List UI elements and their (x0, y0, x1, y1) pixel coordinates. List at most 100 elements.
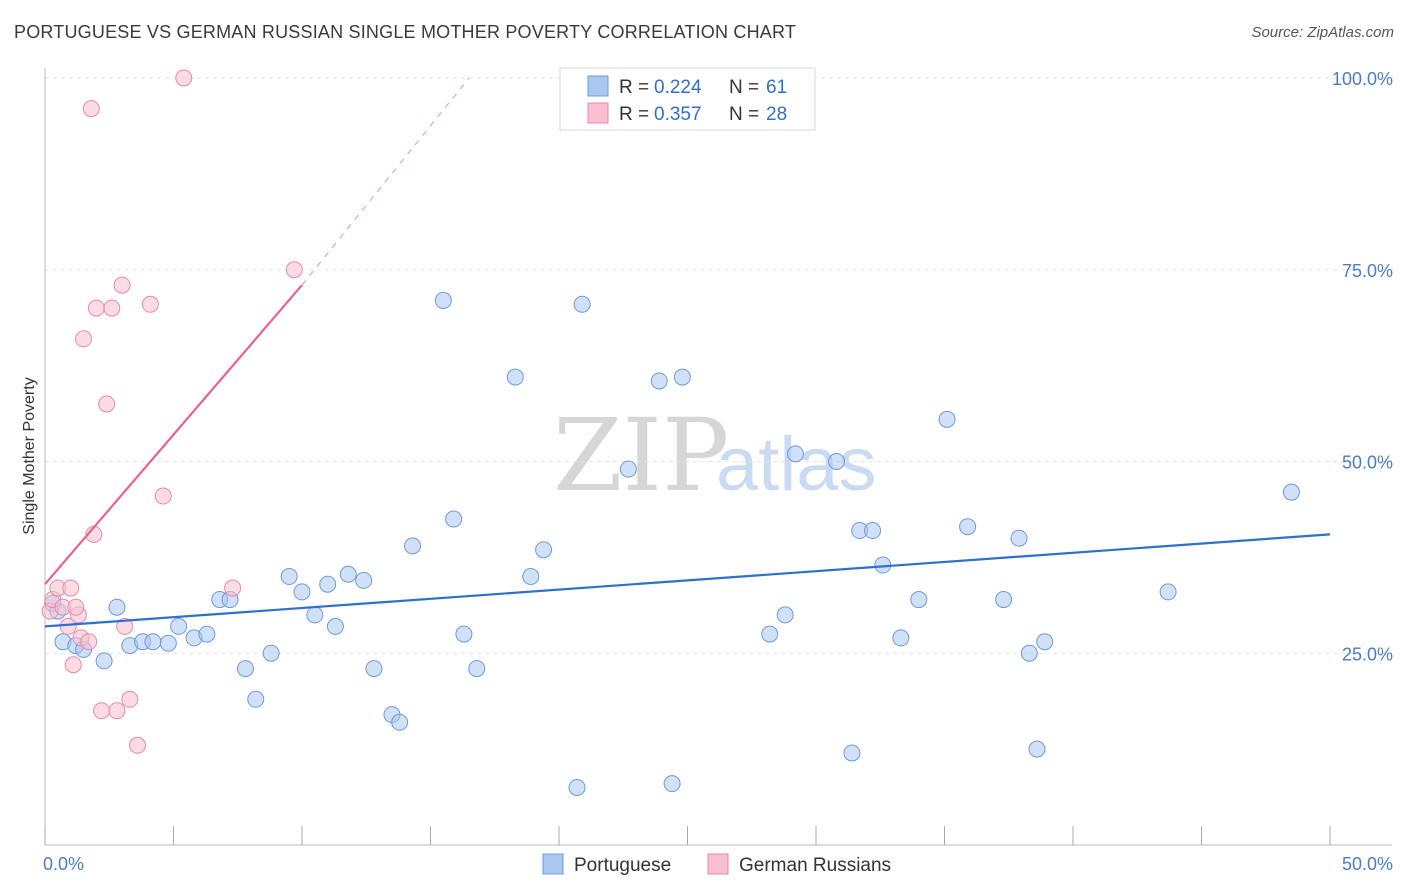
portuguese-point (522, 568, 540, 586)
portuguese-point (673, 368, 691, 386)
portuguese-point (535, 541, 553, 559)
portuguese-point (1282, 483, 1300, 501)
german-russians-point (285, 261, 303, 279)
legend-german-russians-r-label: R = (619, 104, 649, 125)
portuguese-point (663, 775, 681, 793)
portuguese-point (776, 606, 794, 624)
portuguese-point (293, 583, 311, 601)
legend-box: R = 0.224 N = 61 R = 0.357 N = 28 (559, 67, 816, 131)
portuguese-point (938, 410, 956, 428)
portuguese-point (319, 575, 337, 593)
german-russians-point (103, 299, 121, 317)
y-tick-label: 100.0% (1332, 69, 1393, 89)
german-russians-point (80, 633, 98, 651)
portuguese-point (650, 372, 668, 390)
portuguese-point (236, 660, 254, 678)
y-tick-label: 75.0% (1342, 261, 1393, 281)
german-russians-trend-line (44, 284, 303, 585)
portuguese-point (404, 537, 422, 555)
portuguese-point (339, 565, 357, 583)
german-russians-point (108, 702, 126, 720)
portuguese-point (198, 625, 216, 643)
portuguese-point (828, 453, 846, 470)
portuguese-point (247, 690, 265, 708)
bottom-legend-portuguese-swatch (542, 853, 564, 875)
german-russians-point (121, 690, 139, 708)
grid-lines (45, 77, 1390, 654)
portuguese-point (262, 644, 280, 662)
portuguese-point (619, 460, 637, 478)
german-russians-trend-line-extension (301, 77, 470, 286)
legend-portuguese-swatch (587, 75, 609, 97)
y-tick-label: 50.0% (1342, 453, 1393, 473)
portuguese-point (1036, 633, 1054, 651)
portuguese-point (326, 617, 344, 635)
portuguese-point (864, 522, 882, 540)
portuguese-point (455, 625, 473, 643)
portuguese-point (1159, 583, 1177, 601)
german-russians-point (98, 395, 116, 413)
y-axis-title: Single Mother Poverty (21, 377, 38, 534)
watermark-zip: ZIP (553, 397, 729, 514)
german-russians-point (175, 69, 193, 87)
data-points (41, 69, 1300, 796)
portuguese-point (445, 510, 463, 528)
legend-portuguese-n-label: N = (729, 77, 759, 98)
axis-ticks: 25.0% 50.0% 75.0% 100.0% 0.0% 50.0% (43, 69, 1393, 874)
bottom-legend: Portuguese German Russians (542, 853, 891, 876)
portuguese-point (568, 778, 586, 796)
axes (44, 68, 1392, 846)
portuguese-point (434, 291, 452, 309)
portuguese-point (573, 295, 591, 313)
german-russians-point (224, 579, 242, 597)
bottom-legend-portuguese-label: Portuguese (574, 855, 671, 876)
watermark: ZIP atlas (553, 397, 877, 514)
y-axis-title-group: Single Mother Poverty (21, 377, 38, 534)
german-russians-point (113, 276, 131, 294)
legend-german-russians-n-label: N = (729, 104, 759, 125)
portuguese-point (306, 606, 324, 624)
portuguese-trend-line (44, 533, 1331, 628)
x-tick-label: 0.0% (43, 854, 84, 874)
portuguese-point (159, 634, 177, 652)
portuguese-point (1010, 529, 1028, 547)
legend-german-russians-r-value: 0.357 (654, 104, 702, 125)
y-tick-label: 25.0% (1342, 644, 1393, 664)
chart-title: PORTUGUESE VS GERMAN RUSSIAN SINGLE MOTH… (14, 22, 797, 42)
german-russians-point (141, 295, 159, 313)
portuguese-point (468, 660, 486, 678)
legend-portuguese-n-value: 61 (766, 77, 787, 98)
german-russians-point (129, 736, 147, 754)
legend-portuguese-r-value: 0.224 (654, 77, 702, 98)
portuguese-point (355, 571, 373, 589)
portuguese-point (786, 445, 804, 463)
portuguese-point (506, 368, 524, 386)
portuguese-point (959, 518, 977, 536)
german-russians-point (67, 598, 85, 616)
german-russians-point (62, 579, 80, 597)
german-russians-point (154, 487, 172, 505)
german-russians-point (75, 330, 93, 348)
portuguese-point (843, 744, 861, 762)
trend-lines (44, 77, 1331, 628)
portuguese-point (1020, 644, 1038, 662)
portuguese-point (280, 568, 298, 586)
german-russians-point (87, 299, 105, 317)
portuguese-point (910, 591, 928, 609)
portuguese-point (95, 652, 113, 670)
german-russians-point (93, 702, 111, 720)
watermark-atlas: atlas (716, 422, 877, 507)
chart-source: Source: ZipAtlas.com (1251, 24, 1394, 41)
portuguese-point (391, 713, 409, 731)
legend-german-russians-swatch (587, 102, 609, 124)
bottom-legend-german-russians-label: German Russians (739, 855, 891, 876)
german-russians-point (116, 617, 134, 635)
portuguese-point (761, 625, 779, 643)
portuguese-point (892, 629, 910, 647)
portuguese-point (144, 633, 162, 651)
portuguese-point (108, 598, 126, 616)
portuguese-point (365, 660, 383, 678)
portuguese-point (1028, 740, 1046, 758)
bottom-legend-german-russians-swatch (707, 853, 729, 875)
